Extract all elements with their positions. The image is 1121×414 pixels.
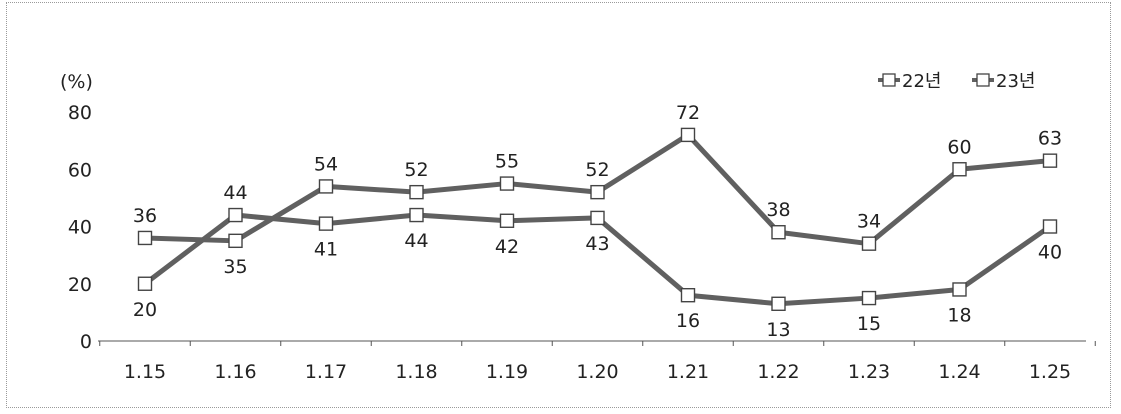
data-point-marker	[861, 290, 877, 306]
data-label: 40	[1038, 242, 1062, 264]
x-tick-label: 1.19	[486, 361, 528, 383]
legend: 22년 23년	[878, 71, 1035, 92]
x-tick-label: 1.25	[1029, 361, 1071, 383]
legend-item-1: 22년	[878, 71, 941, 92]
series-group	[137, 127, 1058, 311]
data-point-marker	[1042, 153, 1058, 168]
data-label: 44	[223, 182, 247, 204]
axes: 0 20 40 60 80 1.15 1.16 1.17 1.18 1.19 1.20 1.21 1.2…	[68, 102, 1096, 383]
data-label: 44	[404, 230, 428, 252]
data-point-marker	[228, 207, 243, 223]
data-point-marker	[137, 230, 153, 246]
legend-label: 22년	[902, 71, 941, 92]
data-point-marker	[952, 282, 967, 297]
data-point-marker	[590, 184, 605, 200]
data-point-marker	[861, 236, 877, 251]
legend-marker-swatch	[976, 73, 990, 87]
data-label: 63	[1038, 128, 1062, 150]
y-tick-label: 20	[68, 274, 92, 296]
data-label: 20	[133, 299, 157, 321]
series-1	[137, 127, 1058, 251]
data-point-marker	[680, 127, 696, 143]
x-tick-label: 1.20	[576, 361, 618, 383]
data-point-marker	[1042, 219, 1058, 234]
data-label: 42	[495, 236, 519, 258]
data-label: 15	[857, 313, 881, 335]
data-label: 54	[314, 153, 338, 175]
data-label: 38	[766, 199, 790, 221]
x-tick-label: 1.24	[938, 361, 980, 383]
data-label: 18	[947, 304, 971, 326]
data-label: 13	[766, 319, 790, 341]
data-point-marker	[137, 276, 153, 291]
data-label: 34	[857, 211, 881, 233]
data-label: 16	[676, 310, 700, 332]
data-label: 52	[585, 159, 609, 181]
data-point-marker	[228, 233, 243, 249]
y-tick-label: 40	[68, 217, 92, 239]
data-point-marker	[680, 288, 696, 303]
data-labels: 36 20 35 44 54 41 52 44 55 42 52 43 72 16 38 13 34 15 60 18…	[133, 102, 1062, 341]
legend-marker-swatch	[882, 73, 896, 87]
data-label: 36	[133, 205, 157, 227]
data-label: 41	[314, 239, 338, 261]
data-label: 52	[404, 159, 428, 181]
y-tick-label: 80	[68, 102, 92, 124]
data-point-marker	[499, 176, 515, 191]
series-line	[143, 212, 1052, 307]
x-tick-label: 1.21	[667, 361, 709, 383]
data-point-marker	[318, 179, 334, 194]
series-2	[137, 207, 1058, 311]
data-point-marker	[952, 162, 967, 177]
data-label: 43	[585, 233, 609, 255]
y-tick-label: 0	[80, 331, 92, 353]
y-axis-label: (%)	[60, 71, 93, 93]
data-point-marker	[499, 213, 515, 228]
data-point-marker	[318, 216, 334, 231]
x-tick-label: 1.18	[395, 361, 437, 383]
x-tick-label: 1.22	[757, 361, 799, 383]
data-point-marker	[771, 296, 786, 311]
x-tick-label: 1.16	[214, 361, 256, 383]
y-tick-label: 60	[68, 159, 92, 181]
data-label: 35	[223, 256, 247, 278]
data-label: 60	[947, 136, 971, 158]
legend-item-2: 23년	[972, 71, 1035, 92]
data-label: 55	[495, 151, 519, 173]
x-tick-label: 1.23	[848, 361, 890, 383]
x-tick-label: 1.17	[305, 361, 347, 383]
legend-label: 23년	[996, 71, 1035, 92]
data-point-marker	[409, 184, 424, 200]
data-point-marker	[409, 207, 424, 223]
x-tick-label: 1.15	[124, 361, 166, 383]
data-point-marker	[590, 210, 605, 226]
data-point-marker	[771, 225, 786, 240]
data-label: 72	[676, 102, 700, 124]
chart-frame	[6, 2, 1111, 408]
